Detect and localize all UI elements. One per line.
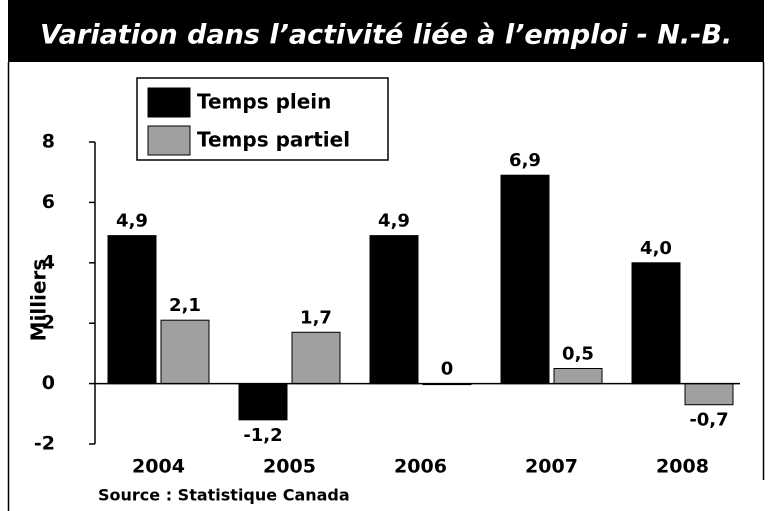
value-label: 0 <box>441 359 454 380</box>
x-tick-label: 2005 <box>263 456 316 478</box>
value-label: 4,0 <box>640 238 672 259</box>
y-tick-label: 0 <box>42 372 55 394</box>
bar <box>631 262 681 385</box>
source: Source : Statistique Canada <box>98 486 350 505</box>
y-tick-label: 8 <box>42 131 55 153</box>
chart-title: Variation dans l’activité liée à l’emplo… <box>40 20 732 51</box>
x-tick-label: 2006 <box>394 456 447 478</box>
y-tick-label: 2 <box>42 312 55 334</box>
value-label: 2,1 <box>169 295 201 316</box>
value-label: 6,9 <box>509 150 541 171</box>
bar <box>369 235 419 385</box>
bar <box>553 368 603 385</box>
x-tick-label: 2007 <box>525 456 578 478</box>
value-label: -1,2 <box>243 425 282 446</box>
bar <box>107 235 157 385</box>
x-tick-label: 2008 <box>656 456 709 478</box>
legend-swatch <box>147 125 191 156</box>
x-tick-label: 2004 <box>132 456 185 478</box>
value-label: -0,7 <box>689 410 728 431</box>
bar <box>238 383 288 421</box>
bar <box>500 174 550 385</box>
legend-swatch <box>147 87 191 118</box>
value-label: 4,9 <box>378 211 410 232</box>
legend-label: Temps plein <box>197 90 331 114</box>
y-tick-label: 4 <box>42 251 55 273</box>
bar <box>160 319 210 385</box>
title-bar <box>8 0 764 62</box>
value-label: 4,9 <box>116 211 148 232</box>
bar <box>291 331 341 385</box>
legend-label: Temps partiel <box>197 128 350 152</box>
value-label: 0,5 <box>562 344 594 365</box>
y-axis-label: Milliers <box>27 259 51 342</box>
bar <box>684 383 734 406</box>
value-label: 1,7 <box>300 307 332 328</box>
y-tick-label: 6 <box>42 191 55 213</box>
y-tick-label: -2 <box>34 433 55 455</box>
